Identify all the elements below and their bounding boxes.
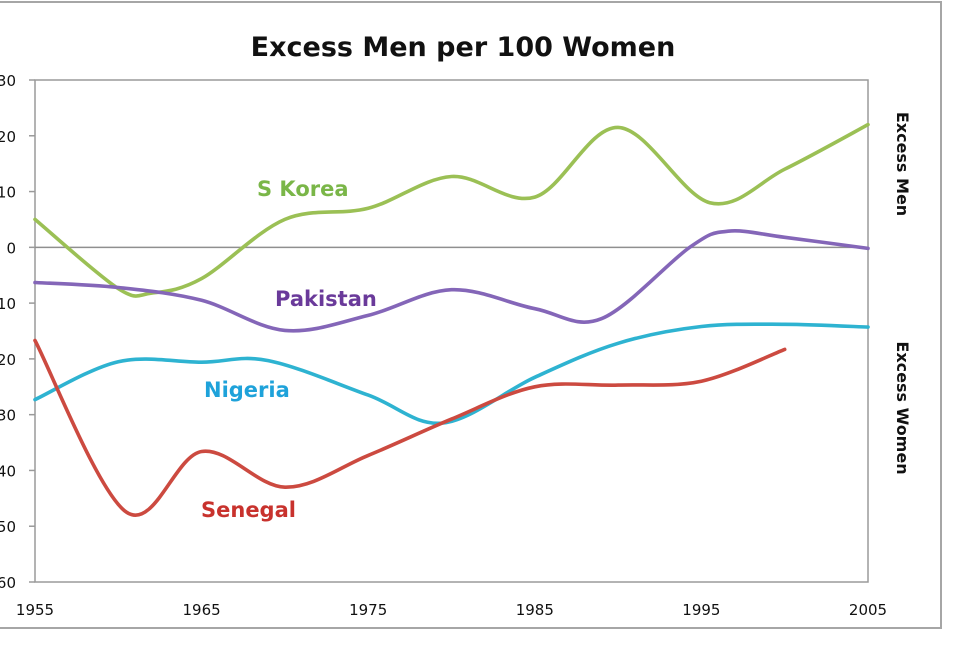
x-tick-label: 1955 — [16, 601, 54, 619]
chart-frame — [0, 1, 942, 629]
series-label-senegal: Senegal — [201, 498, 296, 522]
right-label-excess-women: Excess Women — [893, 341, 912, 474]
x-tick-label: 1995 — [682, 601, 720, 619]
y-tick-label: 40 — [0, 462, 16, 480]
series-label-s-korea: S Korea — [257, 177, 349, 201]
right-label-excess-men: Excess Men — [893, 112, 912, 216]
series-label-pakistan: Pakistan — [275, 287, 377, 311]
series-line-senegal — [33, 338, 787, 517]
y-tick-label: 20 — [0, 351, 16, 369]
y-tick-label: 10 — [0, 295, 16, 313]
y-tick-label: 30 — [0, 72, 16, 90]
series-line-pakistan — [33, 229, 870, 333]
y-tick-label: 30 — [0, 407, 16, 425]
plot-area — [34, 79, 869, 583]
x-tick-label: 1965 — [183, 601, 221, 619]
x-tick-label: 1975 — [349, 601, 387, 619]
series-label-nigeria: Nigeria — [204, 378, 290, 402]
x-tick-label: 1985 — [516, 601, 554, 619]
x-axis: 1955 1965 1975 1985 1995 2005 — [16, 601, 887, 619]
x-tick-label: 2005 — [849, 601, 887, 619]
series-lines — [33, 122, 870, 517]
y-tick-label: 10 — [0, 184, 16, 202]
y-tick-label: 50 — [0, 518, 16, 536]
chart-title: Excess Men per 100 Women — [251, 32, 676, 63]
y-axis: 30 20 10 0 10 20 30 40 50 60 — [0, 72, 35, 592]
y-tick-label: 20 — [0, 128, 16, 146]
y-tick-label: 60 — [0, 574, 16, 592]
y-tick-label: 0 — [6, 239, 16, 257]
